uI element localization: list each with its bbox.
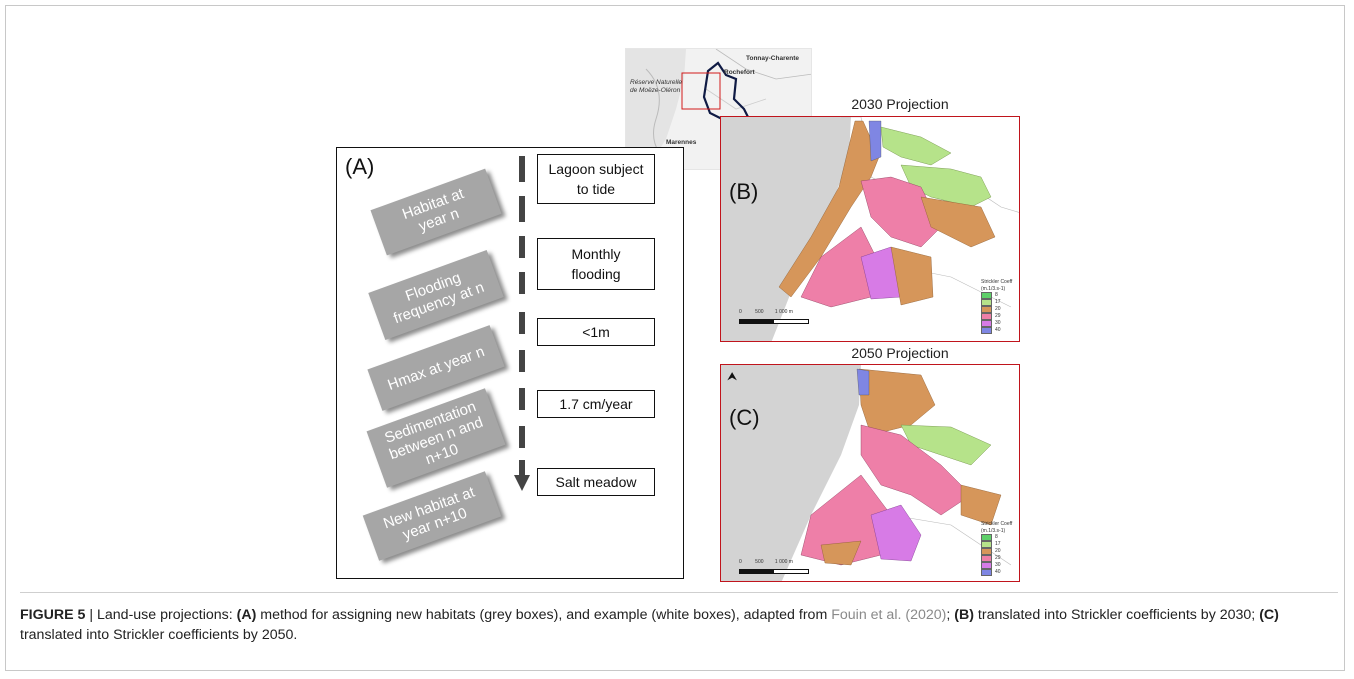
legend-swatch <box>981 569 992 577</box>
legend-swatch <box>981 562 992 570</box>
locator-label-reserve: Réserve Naturelle <box>630 79 683 86</box>
legend-entry: 20 <box>981 548 1012 556</box>
white-box-hmax-value: <1m <box>537 318 655 346</box>
map-b-scale: 0 500 1 000 m <box>739 309 793 315</box>
map-b-scalebar <box>773 319 809 324</box>
legend-entry: 17 <box>981 299 1012 307</box>
timeline-dash <box>519 426 525 448</box>
map-c-scalebar <box>773 569 809 574</box>
legend-label: 30 <box>995 320 1001 327</box>
map-c-scalebar <box>739 569 775 574</box>
legend-label: 20 <box>995 306 1001 313</box>
white-box-monthly: Monthly flooding <box>537 238 655 290</box>
white-box-sedimentation-value: 1.7 cm/year <box>537 390 655 418</box>
map-c-legend: Strickler Coeff (m.1/3.s-1) 8 17 20 29 30 40 <box>981 521 1013 577</box>
legend-label: 40 <box>995 569 1001 576</box>
locator-label-marennes: Marennes <box>666 139 697 146</box>
map-b-2030: (B) Strickler Coeff (m.1/3.s-1) 8 17 20 29 3… <box>720 116 1020 342</box>
legend-swatch <box>981 548 992 556</box>
timeline-dash <box>519 350 525 372</box>
map-c-drawing <box>721 365 1012 581</box>
legend-swatch <box>981 555 992 563</box>
panel-a-method: (A) Habitat at year n Flooding frequency a… <box>336 147 684 579</box>
legend-entry: 40 <box>981 569 1012 577</box>
legend-swatch <box>981 534 992 542</box>
grey-box-habitat: Habitat at year n <box>370 168 502 256</box>
legend-label: 29 <box>995 555 1001 562</box>
legend-label: 40 <box>995 327 1001 334</box>
locator-label-tonnay: Tonnay-Charente <box>746 55 799 62</box>
north-arrow-icon: ⮝ <box>727 369 738 383</box>
legend-swatch <box>981 320 992 328</box>
map-c-letter: (C) <box>729 405 760 430</box>
locator-label-rochefort: Rochefort <box>724 69 755 76</box>
timeline-dash <box>519 196 525 222</box>
legend-swatch <box>981 306 992 314</box>
map-b-legend: Strickler Coeff (m.1/3.s-1) 8 17 20 29 30 40 <box>981 279 1013 335</box>
timeline-dash <box>519 388 525 410</box>
legend-entry: 17 <box>981 541 1012 549</box>
legend-label: 8 <box>995 534 998 541</box>
legend-label: 8 <box>995 292 998 299</box>
caption-divider <box>20 592 1338 593</box>
legend-entry: 30 <box>981 320 1012 328</box>
map-c-2050: ⮝ (C) Strickler Coeff (m.1/3.s-1) 8 17 20 2… <box>720 364 1020 582</box>
map-b-drawing <box>721 117 1019 341</box>
legend-label: 17 <box>995 299 1001 306</box>
white-box-salt-meadow: Salt meadow <box>537 468 655 496</box>
map-b-scalebar <box>739 319 775 324</box>
legend-swatch <box>981 327 992 335</box>
legend-entry: 20 <box>981 306 1012 314</box>
legend-swatch <box>981 292 992 300</box>
timeline-dash <box>519 236 525 258</box>
map-b-letter: (B) <box>729 179 759 204</box>
legend-swatch <box>981 313 992 321</box>
legend-swatch <box>981 299 992 307</box>
figure-label: FIGURE 5 <box>20 607 86 623</box>
map-c-scale: 0 500 1 000 m <box>739 559 793 565</box>
map-c-title: 2050 Projection <box>851 345 949 361</box>
timeline-dash <box>519 272 525 294</box>
timeline-dash <box>519 312 525 334</box>
legend-entry: 29 <box>981 555 1012 563</box>
legend-swatch <box>981 541 992 549</box>
legend-entry: 40 <box>981 327 1012 335</box>
legend-entry: 29 <box>981 313 1012 321</box>
white-box-lagoon: Lagoon subject to tide <box>537 154 655 204</box>
legend-label: 30 <box>995 562 1001 569</box>
locator-label-moeze: de Moëze-Oléron <box>630 87 681 94</box>
citation-link[interactable]: Fouin et al. (2020) <box>831 607 947 623</box>
timeline-dash <box>519 156 525 182</box>
timeline-dash <box>519 460 525 476</box>
legend-entry: 8 <box>981 292 1012 300</box>
figure-caption: FIGURE 5 | Land-use projections: (A) met… <box>20 607 1279 643</box>
legend-label: 29 <box>995 313 1001 320</box>
legend-label: 20 <box>995 548 1001 555</box>
legend-entry: 8 <box>981 534 1012 542</box>
legend-entry: 30 <box>981 562 1012 570</box>
map-b-title: 2030 Projection <box>851 96 949 112</box>
timeline-arrowhead <box>514 475 530 491</box>
legend-label: 17 <box>995 541 1001 548</box>
grey-box-new-habitat: New habitat at year n+10 <box>362 471 502 561</box>
figure-frame <box>5 5 1345 671</box>
panel-a-letter: (A) <box>345 154 375 179</box>
